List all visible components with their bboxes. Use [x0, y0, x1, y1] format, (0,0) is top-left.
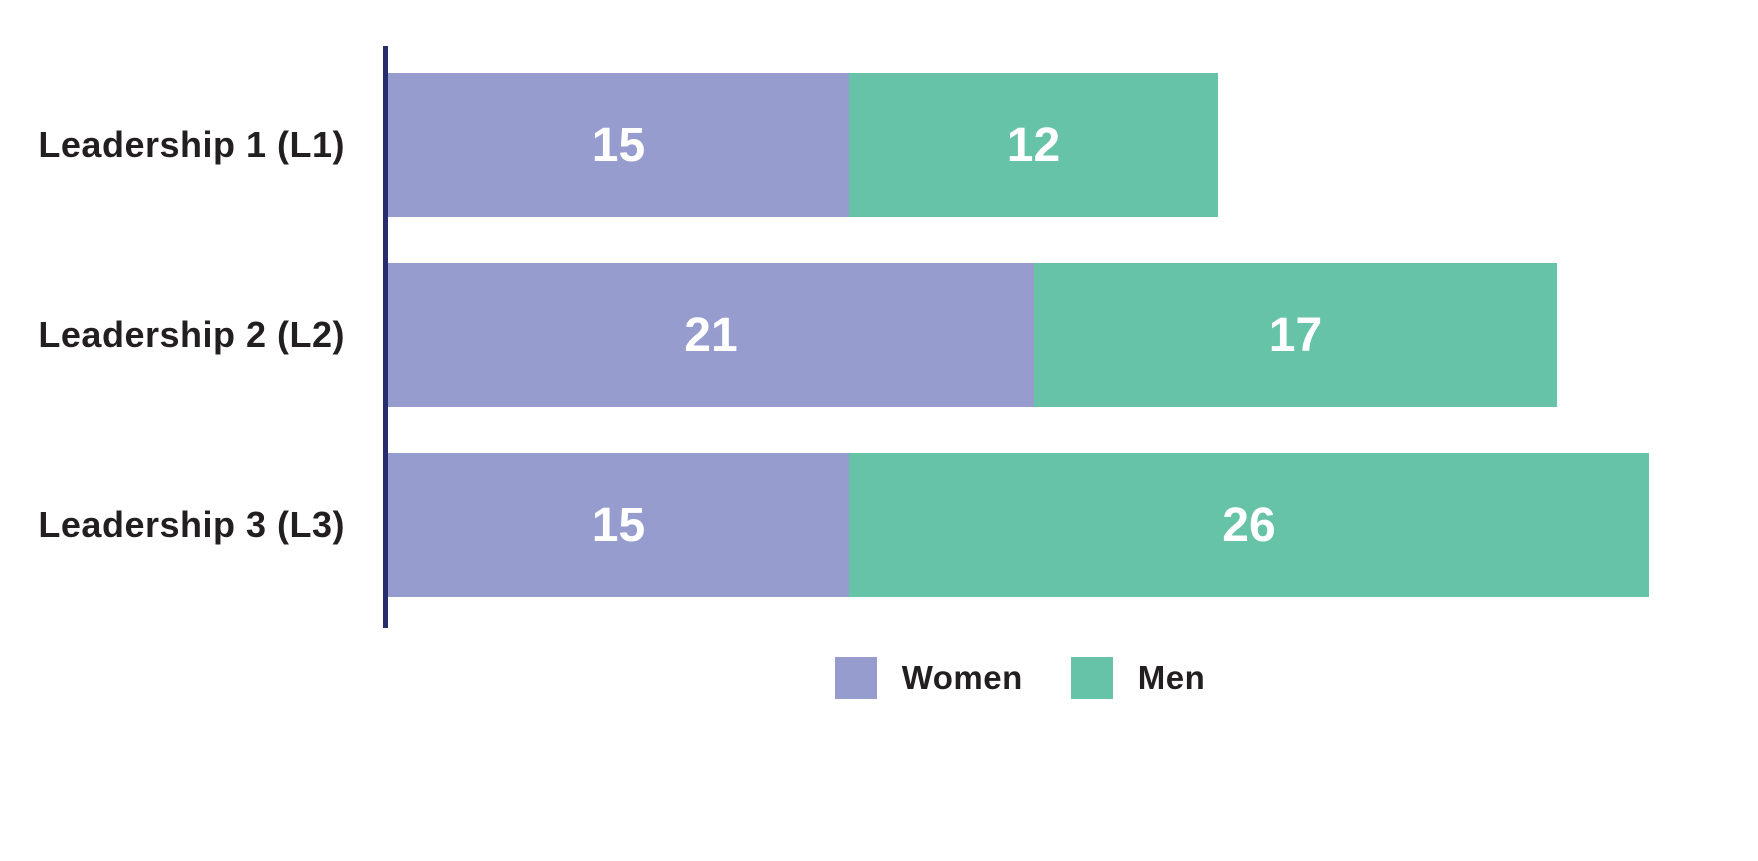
- women-color-swatch: [834, 657, 877, 699]
- segment-value: 26: [1222, 498, 1276, 552]
- y-axis-line: [383, 46, 388, 628]
- bar-row: 15 12: [388, 73, 1218, 217]
- legend-item-men: Men: [1070, 657, 1206, 699]
- segment-value: 21: [684, 308, 738, 362]
- bar-segment-women: 15: [388, 73, 849, 217]
- bar-segment-women: 15: [388, 453, 849, 597]
- bar-segment-men: 12: [849, 73, 1218, 217]
- legend-label-men: Men: [1137, 659, 1206, 696]
- bar-segment-men: 26: [849, 453, 1649, 597]
- bar-segment-women: 21: [388, 263, 1034, 407]
- segment-value: 15: [591, 118, 646, 172]
- legend: Women Men: [388, 656, 1652, 700]
- legend-item-women: Women: [834, 657, 1023, 699]
- men-color-swatch: [1070, 657, 1113, 699]
- segment-value: 17: [1268, 308, 1323, 362]
- bar-segment-men: 17: [1034, 263, 1557, 407]
- segment-value: 15: [591, 498, 646, 552]
- category-label: Leadership 3 (L3): [38, 504, 345, 545]
- bar-row: 15 26: [388, 453, 1649, 597]
- legend-label-women: Women: [901, 659, 1023, 696]
- category-label: Leadership 2 (L2): [38, 314, 345, 355]
- bar-row: 21 17: [388, 263, 1557, 407]
- segment-value: 12: [1006, 118, 1061, 172]
- category-label: Leadership 1 (L1): [38, 124, 345, 165]
